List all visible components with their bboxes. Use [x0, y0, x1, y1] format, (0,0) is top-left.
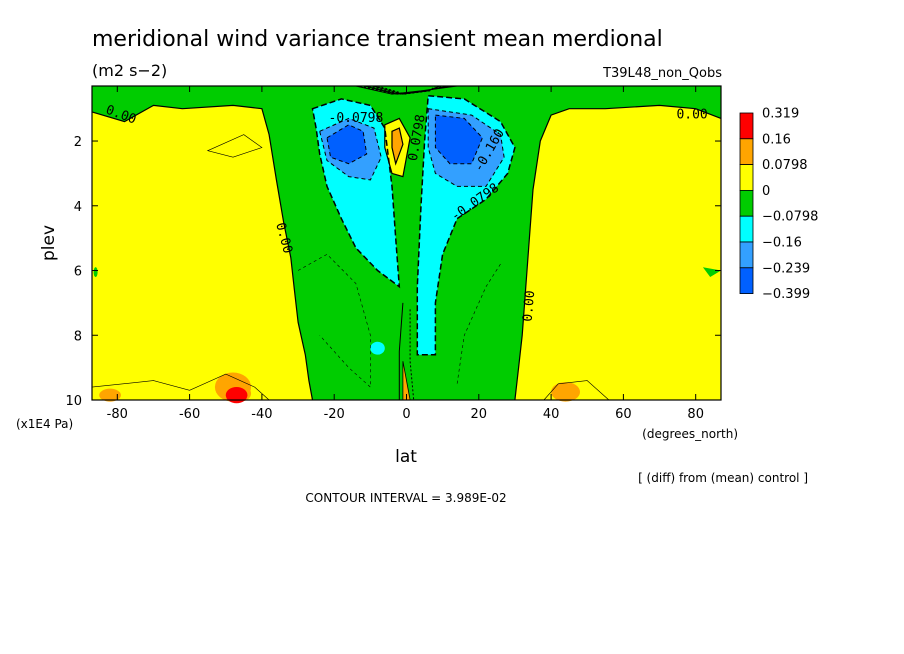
legend-level: −0.239 [762, 261, 810, 276]
x-tick-label: -20 [324, 407, 345, 422]
legend-level: 0.16 [762, 132, 791, 147]
legend-level: −0.16 [762, 236, 802, 251]
legend-swatch [739, 164, 754, 191]
x-tick-label: 0 [402, 407, 410, 422]
contour-interval: CONTOUR INTERVAL = 3.989E-02 [305, 491, 506, 505]
negative-contour [297, 253, 371, 388]
surface-positive-blob [551, 382, 581, 402]
x-tick-label: -40 [251, 407, 272, 422]
y-tick-label: 6 [74, 265, 82, 280]
positive-region-west [92, 105, 313, 401]
positive-contour [206, 134, 263, 158]
chart-title: meridional wind variance transient mean … [92, 27, 663, 52]
contour-lines [91, 85, 722, 401]
legend-level: −0.399 [762, 287, 810, 302]
y-tick-label: 10 [65, 394, 82, 409]
positive-contour [91, 373, 270, 401]
negative-contour [409, 309, 415, 401]
contour-label-text: -0.0798 [329, 111, 384, 126]
negative-contour [326, 124, 368, 165]
legend-level: 0 [762, 184, 770, 199]
chart-subtitle: (m2 s−2) [92, 61, 167, 80]
dense-contour [377, 85, 436, 95]
positive-contour [391, 127, 404, 166]
negative-contour [319, 117, 382, 181]
y-axis-units: (x1E4 Pa) [16, 417, 73, 431]
y-tick-label: 4 [74, 200, 82, 215]
x-tick-label: 60 [615, 407, 632, 422]
legend-swatch [739, 241, 754, 269]
legend-level: 0.319 [762, 107, 799, 122]
edge-negative-west [93, 267, 98, 278]
legend-level: −0.0798 [762, 210, 818, 225]
x-axis-label: lat [395, 447, 417, 467]
negative-blob [370, 341, 385, 355]
negative-contour [311, 98, 401, 289]
peak-negative-west [327, 124, 367, 164]
legend-level: 0.0798 [762, 158, 808, 173]
x-tick-label: 80 [687, 407, 704, 422]
contour-fills [92, 95, 721, 404]
equatorial-positive-core [392, 128, 403, 164]
zero-contour [91, 104, 314, 401]
x-tick-label: -60 [179, 407, 200, 422]
legend-swatch [739, 138, 754, 166]
legend-swatch [739, 112, 754, 140]
peak-negative-east [435, 115, 483, 164]
y-axis-label: plev [39, 225, 59, 261]
y-axis: 2 4 6 8 10 [65, 135, 721, 409]
color-legend: 0.319 0.16 0.0798 0 −0.0798 −0.16 −0.239 −0.399 [739, 107, 818, 302]
x-tick-label: 20 [471, 407, 488, 422]
y-tick-label: 8 [74, 329, 82, 344]
positive-contour [398, 302, 404, 400]
contour-label: 0.00 [676, 108, 707, 123]
x-axis-units: (degrees_north) [642, 427, 738, 441]
x-axis: -80 -60 -40 -20 0 20 40 60 80 [107, 86, 704, 422]
positive-region-east [514, 105, 721, 401]
zero-contour [514, 104, 722, 401]
x-tick-label: 40 [543, 407, 560, 422]
surface-positive-blob [99, 388, 121, 402]
positive-contour [384, 117, 411, 178]
legend-swatch [739, 267, 754, 294]
y-tick-label: 2 [74, 135, 82, 150]
legend-swatch [739, 189, 754, 217]
run-label: T39L48_non_Qobs [602, 66, 722, 81]
negative-contour [434, 114, 483, 165]
negative-contour [456, 263, 501, 384]
plot-area: 0.00 0.000.000.00-0.0798 0.0798 -0.160-0.07… [91, 85, 722, 404]
edge-negative-east [702, 267, 721, 277]
surface-positive-core [225, 387, 248, 404]
contour-label: 0.00 [521, 290, 539, 323]
negative-contour [427, 108, 505, 187]
positive-contour [543, 380, 610, 401]
legend-swatch [739, 215, 754, 243]
dense-contour [373, 85, 440, 95]
contour-label: -0.0798 [329, 111, 384, 126]
contour-label-text: 0.00 [521, 290, 539, 323]
diff-note: [ (diff) from (mean) control ] [638, 471, 808, 485]
contour-label-text: 0.00 [676, 108, 707, 123]
x-tick-label: -80 [107, 407, 128, 422]
